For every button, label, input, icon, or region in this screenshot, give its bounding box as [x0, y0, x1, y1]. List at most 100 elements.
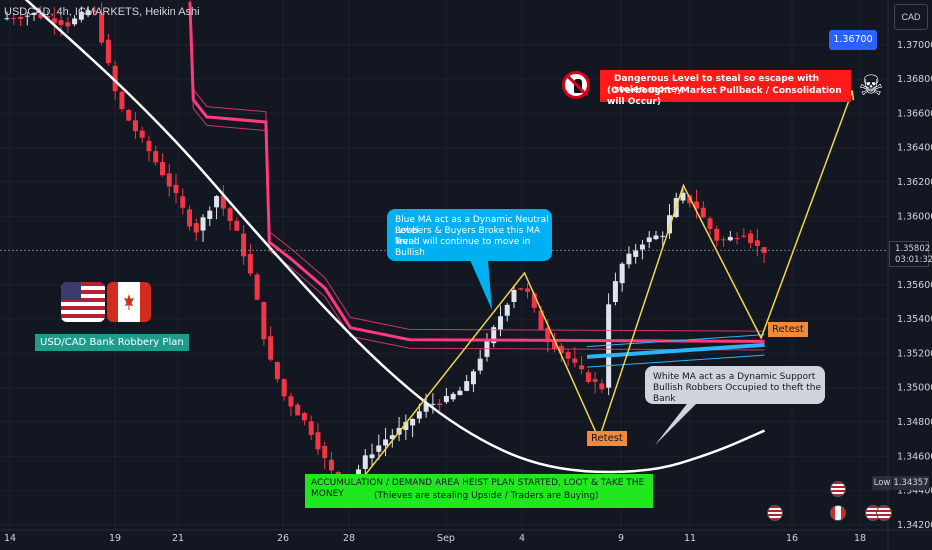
candle-body: [173, 184, 179, 194]
trade-path-line: [348, 90, 854, 497]
candle-body: [11, 18, 17, 20]
candle-body: [376, 445, 382, 452]
candle-body: [247, 254, 253, 274]
candle-body: [585, 372, 591, 382]
danger-line-2: (Overbought / Market Pullback / Consolid…: [607, 86, 842, 107]
candle-body: [592, 379, 598, 382]
candle-body: [200, 217, 206, 231]
candle-body: [457, 390, 463, 396]
candle-body: [166, 173, 172, 187]
time-tick-label: 18: [854, 533, 866, 544]
blue-ma-band-lower: [586, 354, 765, 368]
candle-body: [99, 13, 105, 43]
candle-body: [423, 403, 429, 412]
price-tick-label: 1.36600: [897, 108, 932, 119]
candle-body: [220, 195, 226, 209]
candle-body: [410, 418, 416, 426]
price-tick-label: 1.36000: [897, 211, 932, 222]
current-price: 1.35802: [895, 244, 931, 254]
candle-body: [31, 12, 37, 16]
time-tick-label: Sep: [437, 533, 455, 544]
candle-body: [572, 358, 578, 363]
candle-body: [369, 454, 375, 459]
candle-body: [78, 11, 84, 20]
candle-body: [754, 240, 760, 246]
time-tick-label: 11: [684, 533, 696, 544]
candle-body: [525, 288, 531, 292]
candle-body: [92, 10, 98, 12]
accumulation-box: ACCUMULATION / DEMAND AREA HEIST PLAN ST…: [305, 474, 653, 508]
candle-body: [38, 14, 44, 18]
candle-body: [741, 235, 747, 237]
candle-body: [437, 403, 443, 406]
event-us-flag-icon-2[interactable]: [767, 505, 783, 521]
candle-body: [315, 432, 321, 450]
low-label: Low: [872, 476, 892, 490]
candle-body: [680, 192, 686, 201]
candle-body: [443, 395, 449, 403]
candle-body: [51, 18, 57, 24]
candle-body: [65, 22, 71, 27]
candle-body: [159, 162, 165, 176]
candle-body: [619, 263, 625, 284]
candle-body: [207, 210, 213, 219]
candle-body: [322, 446, 328, 459]
candle-body: [666, 215, 672, 234]
candle-body: [653, 235, 659, 240]
candle-body: [193, 223, 199, 233]
blue-ma-note-line-2: Robbers & Buyers Broke this MA level: [395, 226, 541, 247]
candle-body: [707, 218, 713, 230]
candle-body: [187, 209, 193, 227]
candle-body: [538, 310, 544, 330]
white-ma-note-line-1: White MA act as a Dynamic Support: [653, 372, 816, 382]
candle-body: [389, 435, 395, 440]
candle-body: [748, 233, 754, 244]
candle-body: [328, 459, 334, 471]
event-us-flag-icon-1[interactable]: [830, 481, 846, 497]
danger-box: Dangerous Level to steal so escape with …: [600, 70, 851, 107]
no-entry-robber-icon: [562, 71, 590, 99]
time-tick-label: 26: [277, 533, 289, 544]
blue-ma-note-line-1: Blue MA act as a Dynamic Neutral Level: [395, 215, 549, 236]
candle-body: [45, 16, 51, 18]
skull-crossbones-icon: ☠: [858, 69, 884, 102]
candle-body: [214, 196, 220, 208]
current-price-badge: 1.35802 03:01:32: [889, 241, 932, 267]
candle-body: [633, 250, 639, 257]
candle-body: [552, 339, 558, 350]
canada-flag-icon: [107, 282, 151, 322]
event-canada-flag-icon[interactable]: [830, 505, 846, 521]
candle-body: [261, 302, 267, 340]
candle-body: [721, 239, 727, 241]
time-axis[interactable]: 14 19 21 26 28 Sep 4 9 11 16 18: [0, 529, 932, 544]
candle-body: [234, 220, 240, 231]
accumulation-line-1: ACCUMULATION / DEMAND AREA HEIST PLAN ST…: [311, 478, 645, 499]
price-axis[interactable]: 1.37000 1.36800 1.36600 1.36400 1.36200 1.360…: [887, 0, 932, 550]
time-tick-label: 21: [172, 533, 184, 544]
event-us-flag-icon-4[interactable]: [876, 505, 892, 521]
currency-button[interactable]: CAD: [894, 4, 928, 30]
candle-body: [565, 352, 571, 359]
candle-body: [119, 91, 125, 109]
candle-body: [694, 201, 700, 209]
price-tick-label: 1.34600: [897, 451, 932, 462]
candle-body: [734, 238, 740, 240]
candle-body: [450, 393, 456, 400]
candle-body: [470, 371, 476, 385]
candle-body: [308, 421, 314, 435]
blue-ma-band-upper: [586, 334, 765, 348]
candle-body: [606, 304, 612, 388]
candle-body: [416, 411, 422, 419]
time-tick-label: 28: [343, 533, 355, 544]
price-tick-label: 1.35600: [897, 280, 932, 291]
candle-body: [295, 404, 301, 416]
plan-label: USD/CAD Bank Robbery Plan: [35, 334, 189, 351]
candle-body: [464, 381, 470, 391]
price-tick-label: 1.34200: [897, 520, 932, 531]
candle-body: [714, 228, 720, 241]
retest-label-1: Retest: [587, 431, 627, 446]
candle-body: [58, 20, 64, 25]
price-tick-label: 1.36400: [897, 143, 932, 154]
time-tick-label: 9: [618, 533, 624, 544]
candle-body: [612, 281, 618, 302]
